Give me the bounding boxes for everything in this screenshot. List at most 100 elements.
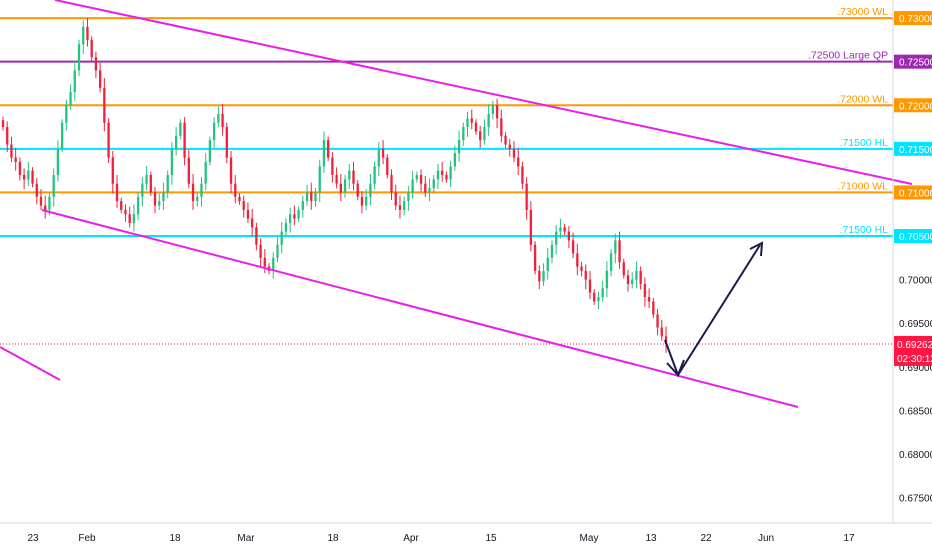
level-price-tag-2 <box>894 98 932 113</box>
candle-body <box>538 270 541 282</box>
candle-body <box>504 135 507 145</box>
candle-body <box>128 214 131 223</box>
candle-body <box>10 144 13 158</box>
candle-body <box>60 122 64 149</box>
candle-body <box>124 209 127 215</box>
x-tick-label-3: Mar <box>237 533 255 544</box>
candle-body <box>56 148 60 175</box>
candle-body <box>428 188 431 193</box>
candle-body <box>14 157 17 162</box>
candle-body <box>179 122 182 136</box>
candle-body <box>31 170 34 184</box>
candle-body <box>111 157 114 184</box>
candle-body <box>571 240 575 254</box>
candle-body <box>360 196 364 206</box>
candle-body <box>647 297 651 302</box>
candle-body <box>48 196 51 210</box>
channel-upper-line <box>54 0 913 185</box>
candle-body <box>466 118 469 128</box>
candle-body <box>212 122 216 141</box>
x-tick-label-11: 17 <box>843 533 855 544</box>
candle-body <box>546 257 549 271</box>
candle-body <box>500 118 503 136</box>
level-price-tag-text-2: 0.72000 <box>899 101 932 112</box>
candle-body <box>508 144 511 149</box>
candle-body <box>415 175 419 180</box>
candle-body <box>327 140 330 158</box>
x-tick-label-7: May <box>580 533 599 544</box>
candle-body <box>352 170 355 184</box>
level-price-tag-5 <box>894 229 932 244</box>
x-tick-label-4: 18 <box>327 533 339 544</box>
candle-body <box>90 39 93 58</box>
candle-body <box>407 192 410 202</box>
candle-body <box>35 183 38 197</box>
candle-body <box>174 135 178 149</box>
channel-lower-line <box>41 209 799 408</box>
candle-body <box>635 270 638 280</box>
level-label-1: .72500 Large QP <box>808 50 888 62</box>
y-tick-label-8: 0.69000 <box>899 363 932 374</box>
candle-body <box>44 205 47 210</box>
candle-body <box>487 113 490 128</box>
candle-body <box>398 205 402 210</box>
candle-body <box>204 161 207 184</box>
candle-body <box>162 192 165 202</box>
candle-body <box>208 140 212 162</box>
candle-body <box>39 196 43 206</box>
candle-body <box>293 214 296 219</box>
candle-body <box>136 196 140 215</box>
candle-body <box>238 196 241 202</box>
candle-body <box>563 227 566 232</box>
candle-body <box>221 113 224 128</box>
candle-body <box>153 192 157 206</box>
current-price-label: 0.69262 <box>897 340 932 351</box>
candle-body <box>424 183 427 193</box>
candle-body <box>318 166 321 193</box>
candle-body <box>301 201 304 210</box>
candle-body <box>381 148 385 158</box>
y-tick-label-9: 0.68500 <box>899 406 932 417</box>
candle-body <box>1 120 5 128</box>
candle-body <box>145 175 148 184</box>
x-tick-label-8: 13 <box>645 533 657 544</box>
projection-arrowhead-up <box>749 241 764 257</box>
candle-body <box>234 183 237 197</box>
candle-body <box>601 288 604 298</box>
candle-body <box>149 175 152 193</box>
candle-body <box>200 183 203 197</box>
x-tick-label-1: Feb <box>78 533 96 544</box>
projection-arrowhead-down <box>666 359 685 377</box>
candle-body <box>132 214 136 223</box>
candle-body <box>555 231 558 245</box>
candle-body <box>411 179 414 193</box>
x-tick-label-6: 15 <box>485 533 497 544</box>
candle-body <box>386 157 389 175</box>
candle-body <box>474 122 478 132</box>
candle-body <box>521 166 524 184</box>
candle-body <box>542 270 545 282</box>
level-label-3: .71500 HL <box>840 137 889 149</box>
candle-body <box>343 179 347 193</box>
candle-body <box>660 327 663 337</box>
candle-body <box>441 170 444 175</box>
candle-body <box>533 244 537 271</box>
candle-body <box>297 209 300 219</box>
x-tick-label-5: Apr <box>403 533 419 544</box>
candle-body <box>22 175 26 180</box>
candle-body <box>229 157 233 184</box>
candle-body <box>491 105 495 114</box>
candle-body <box>27 170 30 180</box>
candle-body <box>6 127 9 145</box>
candle-body <box>453 153 457 167</box>
level-price-tag-text-4: 0.71000 <box>899 188 932 199</box>
candle-body <box>331 157 334 175</box>
candle-body <box>86 26 89 40</box>
y-tick-label-10: 0.68000 <box>899 450 932 461</box>
candle-body <box>390 175 393 193</box>
candle-body <box>191 183 195 202</box>
x-tick-label-10: Jun <box>758 533 774 544</box>
candle-body <box>52 175 55 197</box>
candle-body <box>580 266 583 271</box>
